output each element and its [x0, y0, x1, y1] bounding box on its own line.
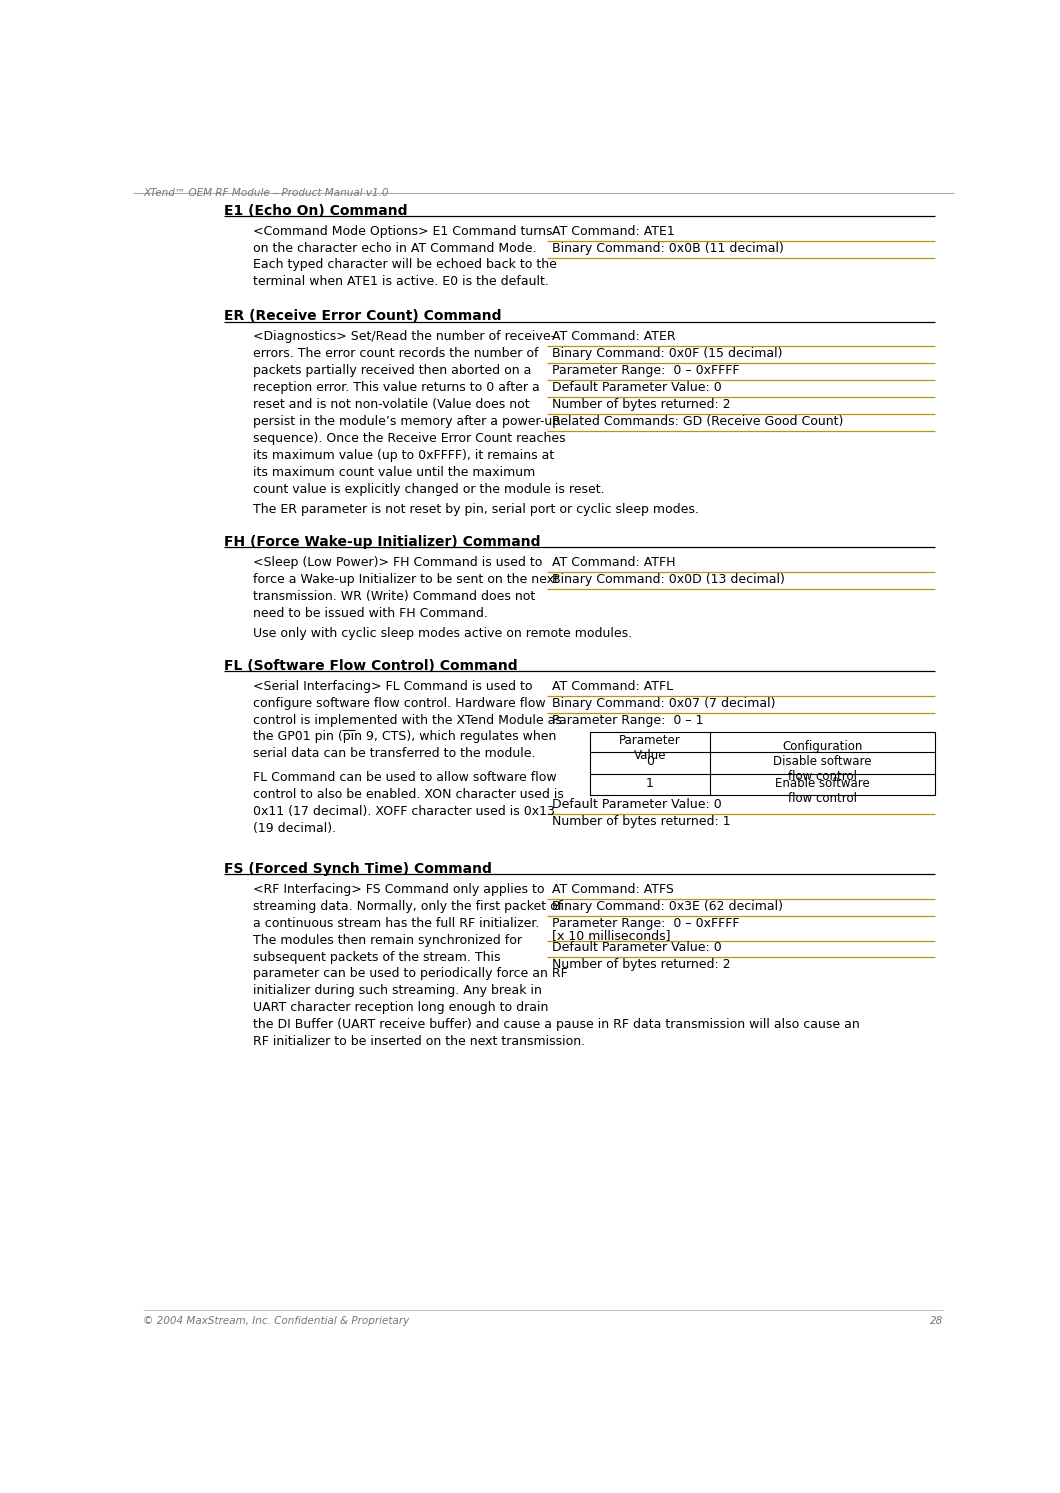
Text: errors. The error count records the number of: errors. The error count records the numb… — [252, 346, 538, 360]
Text: terminal when ATE1 is active. E0 is the default.: terminal when ATE1 is active. E0 is the … — [252, 275, 548, 288]
Text: AT Command: ATFS: AT Command: ATFS — [552, 882, 674, 896]
Text: Parameter
Value: Parameter Value — [619, 735, 681, 763]
Text: Binary Command: 0x07 (7 decimal): Binary Command: 0x07 (7 decimal) — [552, 697, 775, 709]
Text: 0x11 (17 decimal). XOFF character used is 0x13: 0x11 (17 decimal). XOFF character used i… — [252, 805, 554, 818]
Text: <Command Mode Options> E1 Command turns: <Command Mode Options> E1 Command turns — [252, 224, 552, 237]
Text: reception error. This value returns to 0 after a: reception error. This value returns to 0… — [252, 381, 540, 394]
Text: Parameter Range:  0 – 0xFFFF: Parameter Range: 0 – 0xFFFF — [552, 917, 739, 930]
Text: control is implemented with the XTend Module as: control is implemented with the XTend Mo… — [252, 714, 562, 727]
Text: Binary Command: 0x3E (62 decimal): Binary Command: 0x3E (62 decimal) — [552, 900, 782, 912]
Text: Default Parameter Value: 0: Default Parameter Value: 0 — [552, 381, 722, 394]
Text: transmission. WR (Write) Command does not: transmission. WR (Write) Command does no… — [252, 590, 535, 603]
Text: FL (Software Flow Control) Command: FL (Software Flow Control) Command — [224, 658, 517, 673]
Text: a continuous stream has the full RF initializer.: a continuous stream has the full RF init… — [252, 917, 538, 930]
Text: Each typed character will be echoed back to the: Each typed character will be echoed back… — [252, 258, 556, 272]
Text: reset and is not non-volatile (Value does not: reset and is not non-volatile (Value doe… — [252, 397, 529, 411]
Text: Number of bytes returned: 1: Number of bytes returned: 1 — [552, 815, 730, 829]
Text: AT Command: ATFL: AT Command: ATFL — [552, 679, 673, 693]
Text: Enable software
flow control: Enable software flow control — [775, 776, 870, 805]
Text: UART character reception long enough to drain: UART character reception long enough to … — [252, 1002, 548, 1014]
Text: the GP01 pin (pin 9, CTS), which regulates when: the GP01 pin (pin 9, CTS), which regulat… — [252, 730, 556, 744]
Text: need to be issued with FH Command.: need to be issued with FH Command. — [252, 606, 488, 620]
Text: persist in the module’s memory after a power-up: persist in the module’s memory after a p… — [252, 415, 560, 428]
Text: The ER parameter is not reset by pin, serial port or cyclic sleep modes.: The ER parameter is not reset by pin, se… — [252, 503, 699, 515]
Text: sequence). Once the Receive Error Count reaches: sequence). Once the Receive Error Count … — [252, 431, 565, 445]
Text: packets partially received then aborted on a: packets partially received then aborted … — [252, 364, 531, 376]
Text: Use only with cyclic sleep modes active on remote modules.: Use only with cyclic sleep modes active … — [252, 627, 632, 639]
Text: Number of bytes returned: 2: Number of bytes returned: 2 — [552, 397, 730, 411]
Text: Binary Command: 0x0B (11 decimal): Binary Command: 0x0B (11 decimal) — [552, 242, 783, 254]
Text: Parameter Range:  0 – 0xFFFF: Parameter Range: 0 – 0xFFFF — [552, 364, 739, 376]
Text: control to also be enabled. XON character used is: control to also be enabled. XON characte… — [252, 788, 564, 802]
Text: 0: 0 — [647, 755, 654, 767]
Text: <RF Interfacing> FS Command only applies to: <RF Interfacing> FS Command only applies… — [252, 882, 544, 896]
Text: <Serial Interfacing> FL Command is used to: <Serial Interfacing> FL Command is used … — [252, 679, 532, 693]
Text: Number of bytes returned: 2: Number of bytes returned: 2 — [552, 959, 730, 972]
Text: FS (Forced Synch Time) Command: FS (Forced Synch Time) Command — [224, 861, 492, 876]
Text: RF initializer to be inserted on the next transmission.: RF initializer to be inserted on the nex… — [252, 1035, 585, 1048]
Text: 28: 28 — [930, 1315, 943, 1326]
Text: Default Parameter Value: 0: Default Parameter Value: 0 — [552, 799, 722, 811]
Text: <Sleep (Low Power)> FH Command is used to: <Sleep (Low Power)> FH Command is used t… — [252, 555, 542, 569]
Text: <Diagnostics> Set/Read the number of receive-: <Diagnostics> Set/Read the number of rec… — [252, 330, 554, 343]
Text: its maximum count value until the maximum: its maximum count value until the maximu… — [252, 466, 535, 479]
Text: Default Parameter Value: 0: Default Parameter Value: 0 — [552, 941, 722, 954]
Text: initializer during such streaming. Any break in: initializer during such streaming. Any b… — [252, 984, 542, 997]
Text: on the character echo in AT Command Mode.: on the character echo in AT Command Mode… — [252, 242, 536, 254]
Text: its maximum value (up to 0xFFFF), it remains at: its maximum value (up to 0xFFFF), it rem… — [252, 449, 554, 461]
Text: Disable software
flow control: Disable software flow control — [774, 755, 871, 784]
Text: [x 10 milliseconds]: [x 10 milliseconds] — [552, 929, 670, 942]
Text: FL Command can be used to allow software flow: FL Command can be used to allow software… — [252, 772, 556, 784]
Text: serial data can be transferred to the module.: serial data can be transferred to the mo… — [252, 748, 535, 760]
Text: The modules then remain synchronized for: The modules then remain synchronized for — [252, 933, 522, 947]
Text: AT Command: ATER: AT Command: ATER — [552, 330, 675, 343]
Text: Configuration: Configuration — [782, 741, 863, 754]
Text: AT Command: ATE1: AT Command: ATE1 — [552, 224, 674, 237]
Text: force a Wake-up Initializer to be sent on the next: force a Wake-up Initializer to be sent o… — [252, 573, 559, 585]
Text: 1: 1 — [647, 776, 654, 790]
Text: Parameter Range:  0 – 1: Parameter Range: 0 – 1 — [552, 714, 703, 727]
Text: count value is explicitly changed or the module is reset.: count value is explicitly changed or the… — [252, 482, 604, 496]
Text: © 2004 MaxStream, Inc. Confidential & Proprietary: © 2004 MaxStream, Inc. Confidential & Pr… — [143, 1315, 409, 1326]
Text: Binary Command: 0x0D (13 decimal): Binary Command: 0x0D (13 decimal) — [552, 573, 784, 585]
Text: AT Command: ATFH: AT Command: ATFH — [552, 555, 675, 569]
Text: configure software flow control. Hardware flow: configure software flow control. Hardwar… — [252, 697, 545, 709]
Text: XTend™ OEM RF Module – Product Manual v1.0: XTend™ OEM RF Module – Product Manual v1… — [143, 188, 389, 197]
Text: parameter can be used to periodically force an RF: parameter can be used to periodically fo… — [252, 967, 567, 981]
Text: Binary Command: 0x0F (15 decimal): Binary Command: 0x0F (15 decimal) — [552, 346, 782, 360]
Text: ER (Receive Error Count) Command: ER (Receive Error Count) Command — [224, 309, 501, 324]
Text: FH (Force Wake-up Initializer) Command: FH (Force Wake-up Initializer) Command — [224, 534, 541, 549]
Text: the DI Buffer (UART receive buffer) and cause a pause in RF data transmission wi: the DI Buffer (UART receive buffer) and … — [252, 1018, 860, 1032]
Text: subsequent packets of the stream. This: subsequent packets of the stream. This — [252, 951, 500, 963]
Text: E1 (Echo On) Command: E1 (Echo On) Command — [224, 205, 407, 218]
Text: streaming data. Normally, only the first packet of: streaming data. Normally, only the first… — [252, 900, 562, 912]
Text: (19 decimal).: (19 decimal). — [252, 823, 336, 835]
Text: Related Commands: GD (Receive Good Count): Related Commands: GD (Receive Good Count… — [552, 415, 843, 428]
